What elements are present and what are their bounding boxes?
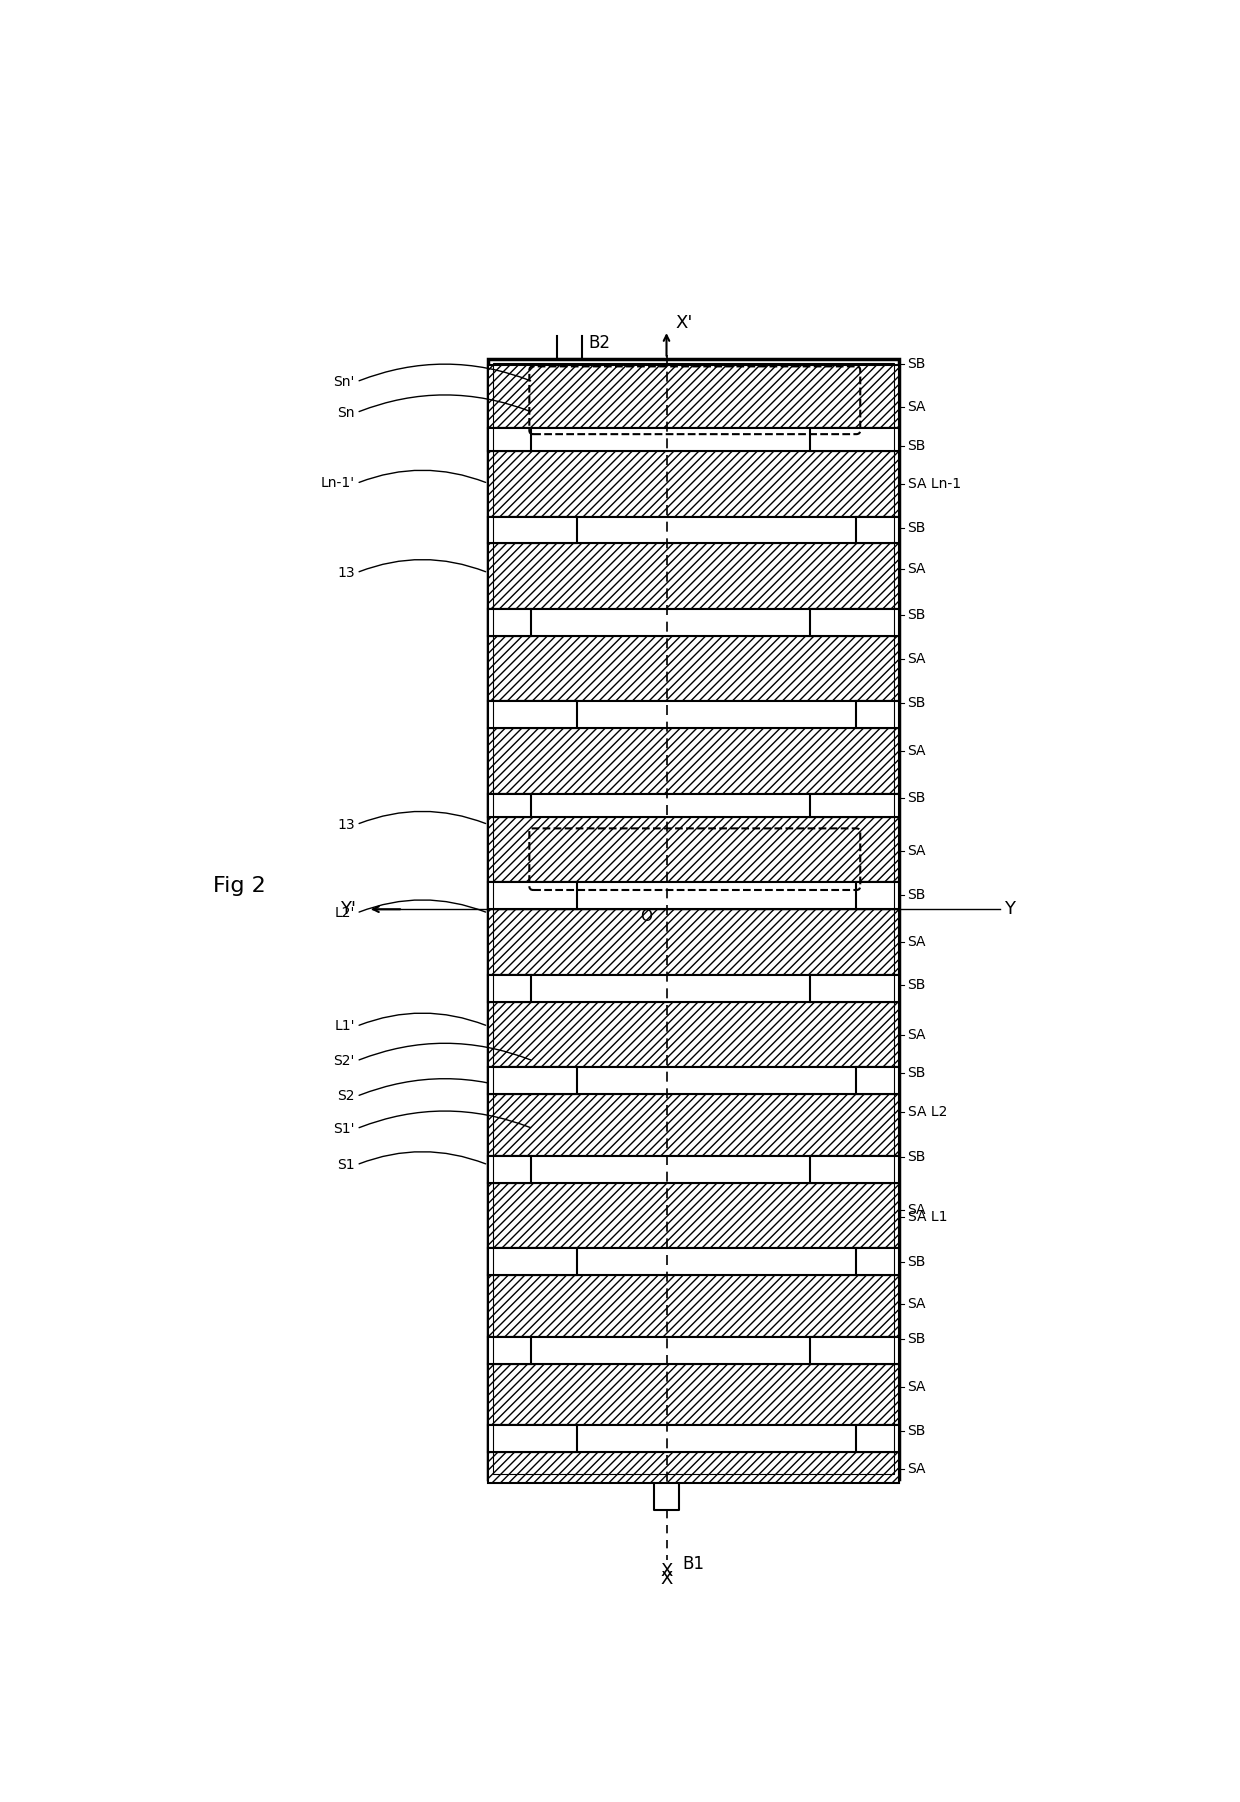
Bar: [489, 1067, 899, 1094]
Bar: [857, 883, 899, 910]
Bar: [489, 429, 899, 450]
Bar: [489, 450, 899, 517]
Text: SA: SA: [908, 1380, 926, 1393]
Bar: [489, 544, 899, 609]
Bar: [810, 429, 899, 450]
Bar: [489, 975, 899, 1002]
Text: SA L2: SA L2: [908, 1105, 947, 1119]
Text: 13: 13: [337, 566, 355, 580]
Bar: [489, 728, 899, 793]
Bar: [489, 636, 899, 701]
Bar: [489, 910, 899, 975]
Bar: [489, 793, 531, 816]
Bar: [489, 1425, 899, 1452]
Text: Y': Y': [341, 901, 357, 919]
Text: SA: SA: [908, 1297, 926, 1312]
Text: SB: SB: [908, 1254, 926, 1269]
Text: SB: SB: [908, 978, 926, 991]
Text: SB: SB: [908, 1424, 926, 1438]
Bar: [489, 364, 899, 429]
Text: SB: SB: [908, 607, 926, 622]
Text: SB: SB: [908, 888, 926, 903]
Text: S2': S2': [334, 1054, 355, 1069]
Bar: [489, 1094, 899, 1155]
Bar: [489, 816, 899, 883]
Bar: [489, 793, 899, 816]
Text: L1': L1': [335, 1020, 355, 1033]
Text: X: X: [661, 1562, 672, 1580]
Text: SB: SB: [908, 438, 926, 452]
Bar: [489, 517, 899, 544]
Bar: [489, 883, 899, 910]
Text: L2': L2': [335, 906, 355, 921]
Bar: [489, 429, 531, 450]
Bar: [810, 975, 899, 1002]
Text: S1': S1': [334, 1121, 355, 1135]
Text: SB: SB: [908, 696, 926, 710]
Text: SB: SB: [908, 791, 926, 804]
Bar: [489, 1067, 578, 1094]
Text: SA: SA: [908, 652, 926, 667]
Bar: [489, 701, 578, 728]
Bar: [489, 1155, 899, 1182]
Bar: [489, 1155, 531, 1182]
Text: SA: SA: [908, 562, 926, 577]
Text: Fig 2: Fig 2: [213, 876, 265, 896]
Bar: [489, 1364, 899, 1425]
Text: SB: SB: [908, 521, 926, 535]
Bar: [489, 1182, 899, 1249]
Bar: [489, 609, 899, 636]
Text: Y: Y: [1003, 901, 1014, 919]
Text: SB: SB: [908, 1067, 926, 1079]
Bar: [857, 701, 899, 728]
Text: S2: S2: [337, 1090, 355, 1103]
Text: SA: SA: [908, 935, 926, 950]
Text: SA: SA: [908, 1461, 926, 1476]
Bar: [489, 359, 899, 1479]
Bar: [489, 701, 899, 728]
Bar: [489, 975, 531, 1002]
Bar: [489, 1002, 899, 1067]
Bar: [857, 517, 899, 544]
Text: SA: SA: [908, 744, 926, 759]
Text: SA L1: SA L1: [908, 1211, 947, 1224]
Bar: [810, 793, 899, 816]
Text: Sn': Sn': [334, 375, 355, 389]
Text: SA: SA: [908, 1202, 926, 1216]
Bar: [857, 1425, 899, 1452]
Text: SA: SA: [908, 1027, 926, 1042]
Bar: [489, 1249, 578, 1276]
Text: S1: S1: [337, 1159, 355, 1171]
Bar: [489, 1425, 578, 1452]
Text: Ln-1': Ln-1': [321, 476, 355, 490]
Bar: [489, 883, 578, 910]
Text: SA: SA: [908, 400, 926, 414]
Bar: [489, 1452, 899, 1483]
Text: O: O: [641, 910, 652, 924]
Bar: [489, 517, 578, 544]
Bar: [489, 609, 531, 636]
Bar: [494, 364, 894, 1474]
Text: Sn: Sn: [337, 405, 355, 420]
Text: SB: SB: [908, 357, 926, 371]
Bar: [489, 1337, 531, 1364]
Bar: [857, 1067, 899, 1094]
Text: 13: 13: [337, 818, 355, 831]
Bar: [810, 1337, 899, 1364]
Bar: [810, 1155, 899, 1182]
Bar: [489, 1337, 899, 1364]
Text: SB: SB: [908, 1332, 926, 1346]
Bar: [810, 609, 899, 636]
Bar: [857, 1249, 899, 1276]
Text: B1: B1: [682, 1555, 704, 1573]
Text: SB: SB: [908, 1150, 926, 1164]
Bar: [489, 1249, 899, 1276]
Text: X': X': [676, 314, 693, 332]
Text: X: X: [661, 1570, 672, 1588]
Text: SA Ln-1: SA Ln-1: [908, 478, 961, 492]
Text: B2: B2: [588, 335, 610, 351]
Text: SA: SA: [908, 845, 926, 858]
Bar: [489, 1276, 899, 1337]
